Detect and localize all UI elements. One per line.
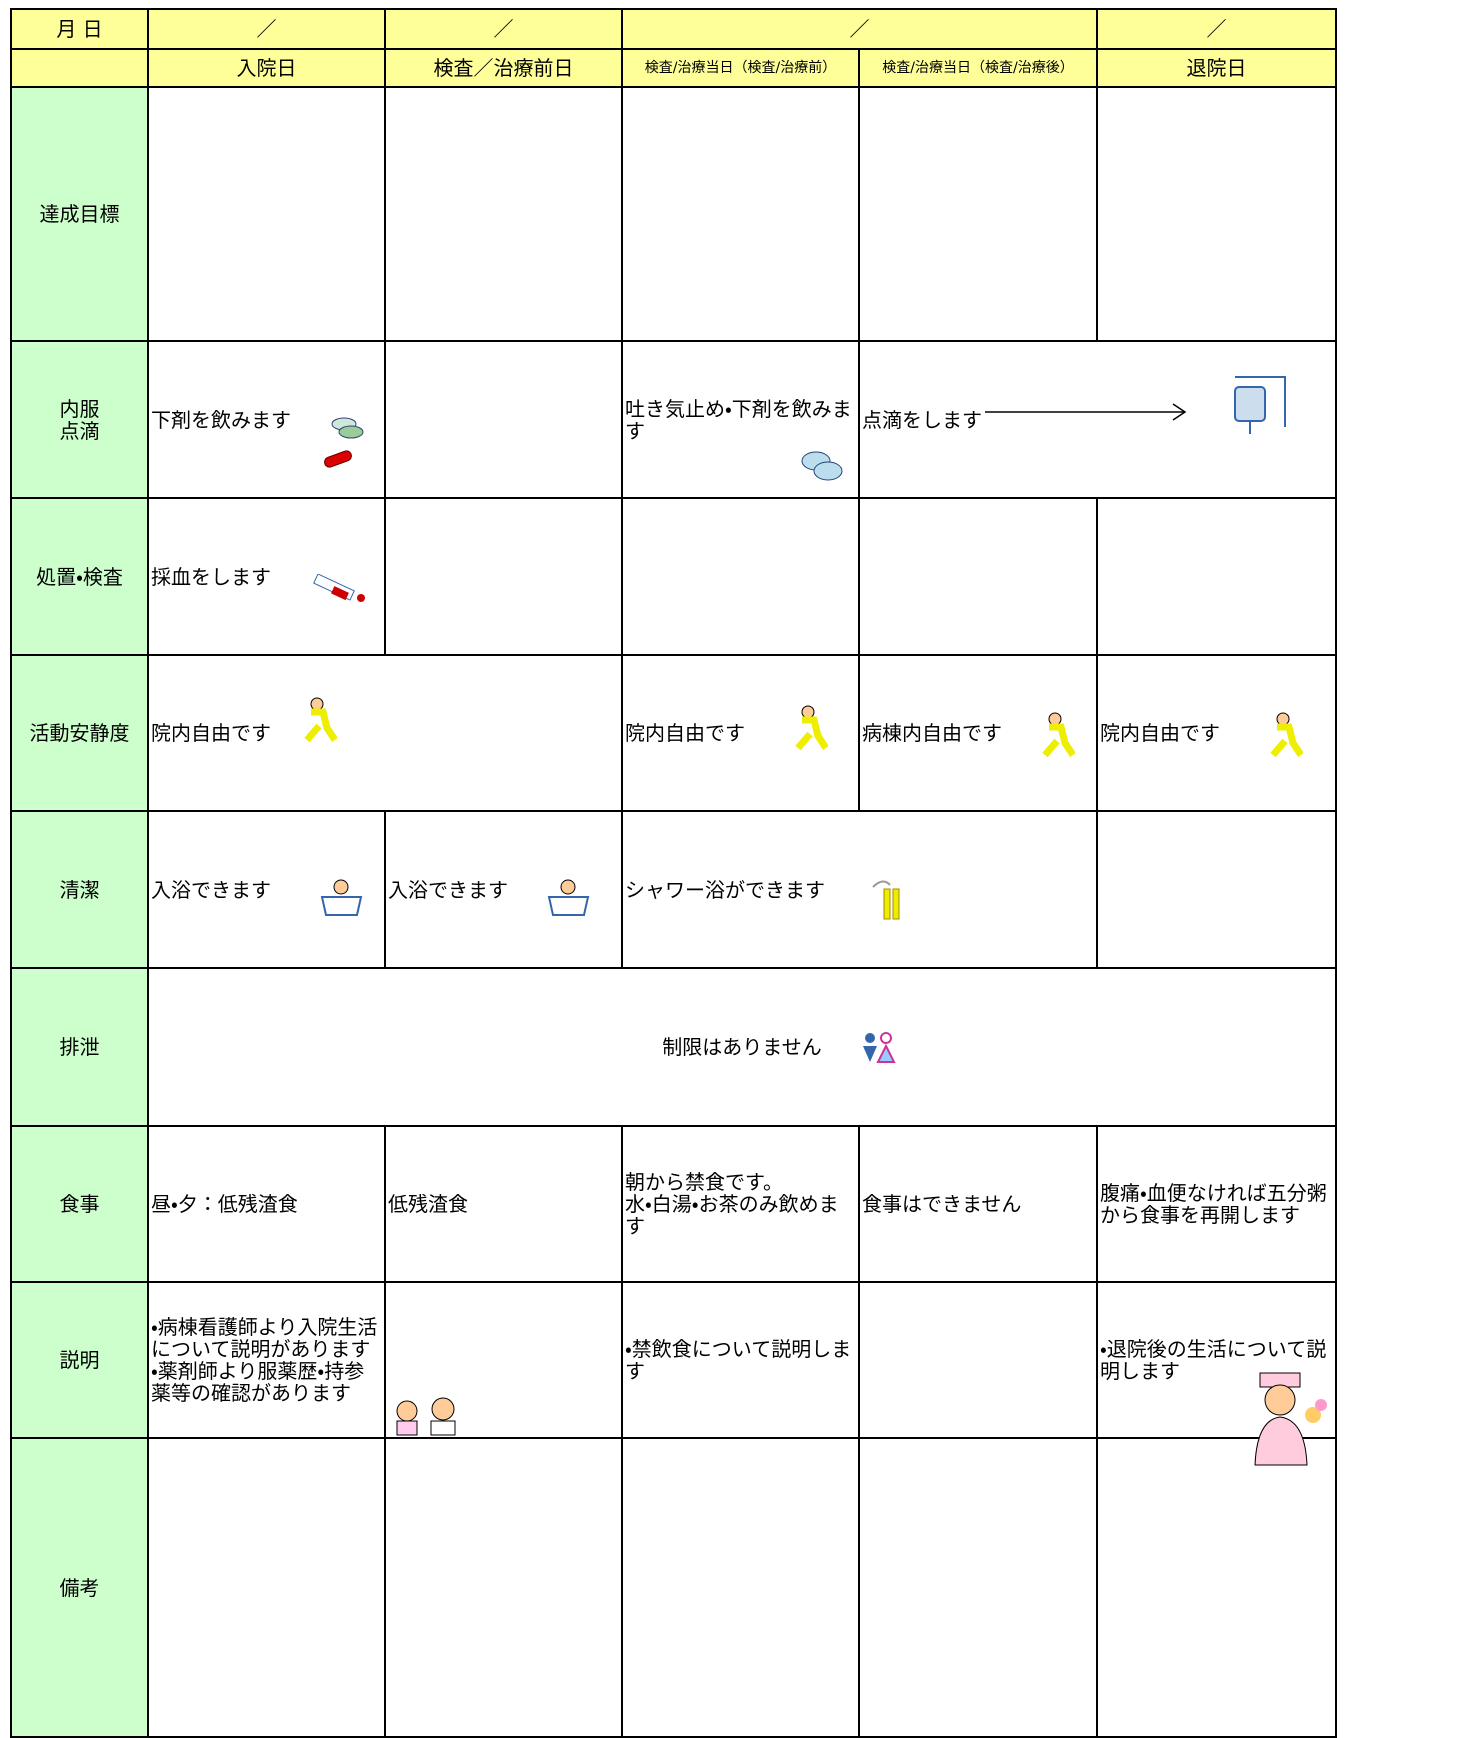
cell xyxy=(621,86,860,342)
cell: 採血をします xyxy=(147,497,386,656)
cell: 院内自由です xyxy=(147,654,623,812)
iv-arrow xyxy=(985,376,1286,434)
cell-text: 入浴できます xyxy=(388,877,508,902)
row: 排泄 制限はありません xyxy=(10,967,1337,1127)
wc-icon xyxy=(863,1032,896,1063)
cell: 入浴できます xyxy=(384,810,623,969)
row: 備考 xyxy=(10,1437,1337,1738)
cell-text: 院内自由です xyxy=(151,721,271,745)
cell: 制限はありません xyxy=(147,967,1337,1127)
cell xyxy=(858,1437,1098,1738)
nurse-icon xyxy=(1254,1372,1327,1466)
column-row: 入院日 検査／治療前日 検査/治療当日（検査/治療前） 検査/治療当日（検査/治… xyxy=(10,48,1337,88)
row-label: 内服 点滴 xyxy=(10,340,149,499)
cell: 低残渣食 xyxy=(384,1125,623,1283)
date-label: 月 日 xyxy=(10,8,149,50)
row-label: 備考 xyxy=(10,1437,149,1738)
cell xyxy=(147,1437,386,1738)
date: ／ xyxy=(147,8,386,50)
column-header: 入院日 xyxy=(147,48,386,88)
staff-icon xyxy=(396,1397,456,1436)
walk-icon xyxy=(795,705,828,751)
cell-text: 点滴をします xyxy=(862,407,982,432)
row: 清潔 入浴できます 入浴できます シャワー浴ができます xyxy=(10,810,1337,969)
corner xyxy=(10,48,149,88)
cell: ・病棟看護師より入院生活について説明があります ・薬剤師より服薬歴・持参薬等の確… xyxy=(147,1281,386,1439)
walk-icon xyxy=(304,697,337,743)
cell: 昼・夕：低残渣食 xyxy=(147,1125,386,1283)
date: ／ xyxy=(621,8,1098,50)
column-header: 退院日 xyxy=(1096,48,1337,88)
cell: 腹痛・血便なければ五分粥から食事を再開します xyxy=(1096,1125,1337,1283)
cell xyxy=(384,1281,623,1439)
walk-icon xyxy=(1270,712,1303,758)
cell xyxy=(1096,810,1337,969)
row: 内服 点滴 下剤を飲みます 吐き気止め・下剤を飲みます 点滴をします xyxy=(10,340,1337,499)
row: 食事 昼・夕：低残渣食 低残渣食 朝から禁食です。 水・白湯・お茶のみ飲めます … xyxy=(10,1125,1337,1283)
cell xyxy=(858,86,1098,342)
row-label: 活動安静度 xyxy=(10,654,149,812)
cell-text: 制限はありません xyxy=(662,1035,822,1059)
cell-text: 院内自由です xyxy=(1100,721,1220,745)
syringe-icon xyxy=(313,574,365,602)
tablet-icon xyxy=(801,451,843,481)
cell: 院内自由です xyxy=(621,654,860,812)
cell: 点滴をします xyxy=(858,340,1337,499)
cell-text: 入浴できます xyxy=(151,877,271,902)
cell: 朝から禁食です。 水・白湯・お茶のみ飲めます xyxy=(621,1125,860,1283)
cell xyxy=(384,497,623,656)
row-label: 処置・検査 xyxy=(10,497,149,656)
row: 活動安静度 院内自由です 院内自由です 病棟内自由です 院内自由です xyxy=(10,654,1337,812)
row-label: 清潔 xyxy=(10,810,149,969)
cell xyxy=(1096,86,1337,342)
pathway-table: 月 日 ／ ／ ／ ／ 入院日 検査／治療前日 検査/治療当日（検査/治療前） … xyxy=(10,8,1337,1738)
cell: シャワー浴ができます xyxy=(621,810,1098,969)
cell xyxy=(858,1281,1098,1439)
cell-text: シャワー浴ができます xyxy=(625,877,825,902)
cell-text: 下剤を飲みます xyxy=(151,407,291,432)
cell: ・禁飲食について説明します xyxy=(621,1281,860,1439)
bath-icon xyxy=(547,879,590,916)
cell-text: 病棟内自由です xyxy=(862,721,1002,745)
cell: 院内自由です xyxy=(1096,654,1337,812)
cell: 病棟内自由です xyxy=(858,654,1098,812)
row-label: 排泄 xyxy=(10,967,149,1127)
cell xyxy=(384,86,623,342)
pill-icon xyxy=(324,417,364,468)
date: ／ xyxy=(384,8,623,50)
column-header: 検査/治療当日（検査/治療前） xyxy=(621,48,860,88)
walk-icon xyxy=(1042,712,1075,758)
row: 処置・検査 採血をします xyxy=(10,497,1337,656)
cell xyxy=(858,497,1098,656)
date: ／ xyxy=(1096,8,1337,50)
cell xyxy=(384,1437,623,1738)
cell: 入浴できます xyxy=(147,810,386,969)
cell-text: 院内自由です xyxy=(625,721,745,745)
cell xyxy=(621,1437,860,1738)
shower-icon xyxy=(872,880,900,920)
row: 説明 ・病棟看護師より入院生活について説明があります ・薬剤師より服薬歴・持参薬… xyxy=(10,1281,1337,1439)
row-label: 食事 xyxy=(10,1125,149,1283)
column-header: 検査/治療当日（検査/治療後） xyxy=(858,48,1098,88)
cell-text: 採血をします xyxy=(151,564,271,589)
row: 達成目標 xyxy=(10,86,1337,342)
cell xyxy=(621,497,860,656)
cell: 下剤を飲みます xyxy=(147,340,386,499)
cell xyxy=(384,340,623,499)
column-header: 検査／治療前日 xyxy=(384,48,623,88)
cell xyxy=(1096,497,1337,656)
bath-icon xyxy=(320,879,363,916)
cell xyxy=(1096,1437,1337,1738)
date-row: 月 日 ／ ／ ／ ／ xyxy=(10,8,1337,50)
cell: 吐き気止め・下剤を飲みます xyxy=(621,340,860,499)
cell xyxy=(147,86,386,342)
cell: ・退院後の生活について説明します xyxy=(1096,1281,1337,1439)
cell-text: 吐き気止め・下剤を飲みます xyxy=(625,396,852,443)
row-label: 説明 xyxy=(10,1281,149,1439)
row-label: 達成目標 xyxy=(10,86,149,342)
cell: 食事はできません xyxy=(858,1125,1098,1283)
